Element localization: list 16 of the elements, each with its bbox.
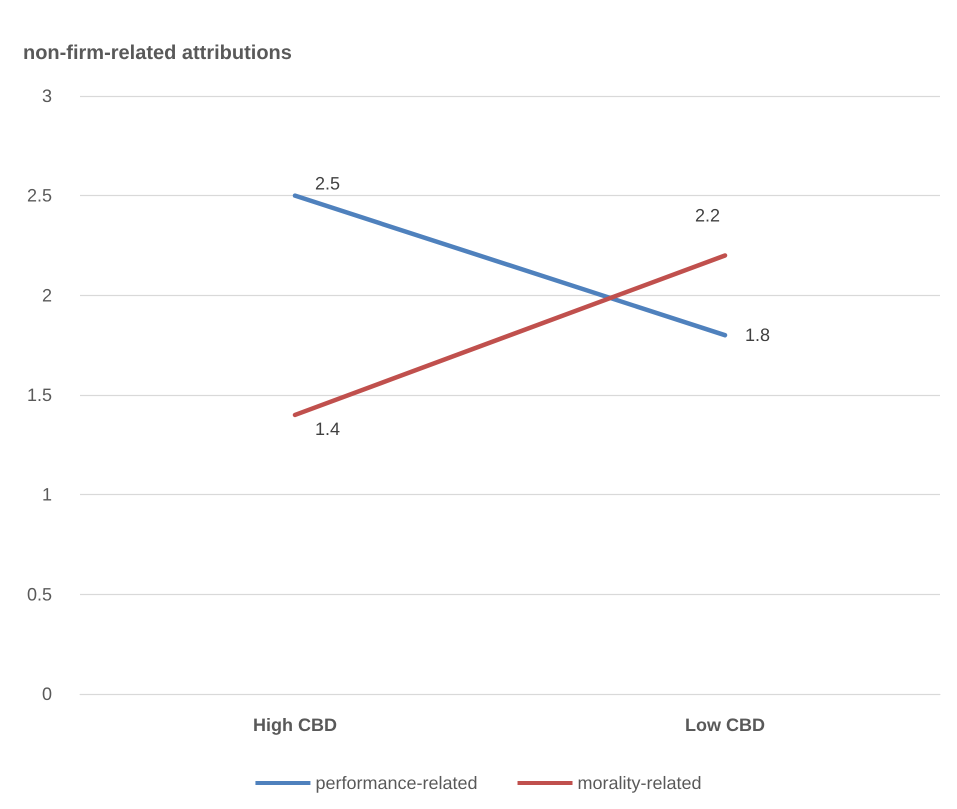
legend-label: morality-related	[578, 773, 702, 793]
data-label: 2.5	[315, 174, 340, 194]
data-label: 2.2	[695, 205, 720, 226]
legend-label: performance-related	[315, 773, 478, 793]
y-tick-label: 0.5	[26, 584, 52, 604]
y-tick-label: 2.5	[26, 186, 52, 206]
y-tick-label: 3	[42, 86, 52, 106]
y-tick-label: 2	[42, 285, 52, 306]
data-label: 1.4	[315, 418, 340, 439]
chart-title: non-firm-related attributions	[23, 42, 292, 64]
x-tick-label: Low CBD	[685, 715, 765, 735]
y-tick-label: 0	[42, 684, 52, 704]
y-tick-label: 1.5	[26, 385, 52, 405]
x-tick-label: High CBD	[253, 715, 337, 735]
data-label: 1.8	[745, 325, 770, 346]
y-tick-label: 1	[42, 484, 52, 505]
